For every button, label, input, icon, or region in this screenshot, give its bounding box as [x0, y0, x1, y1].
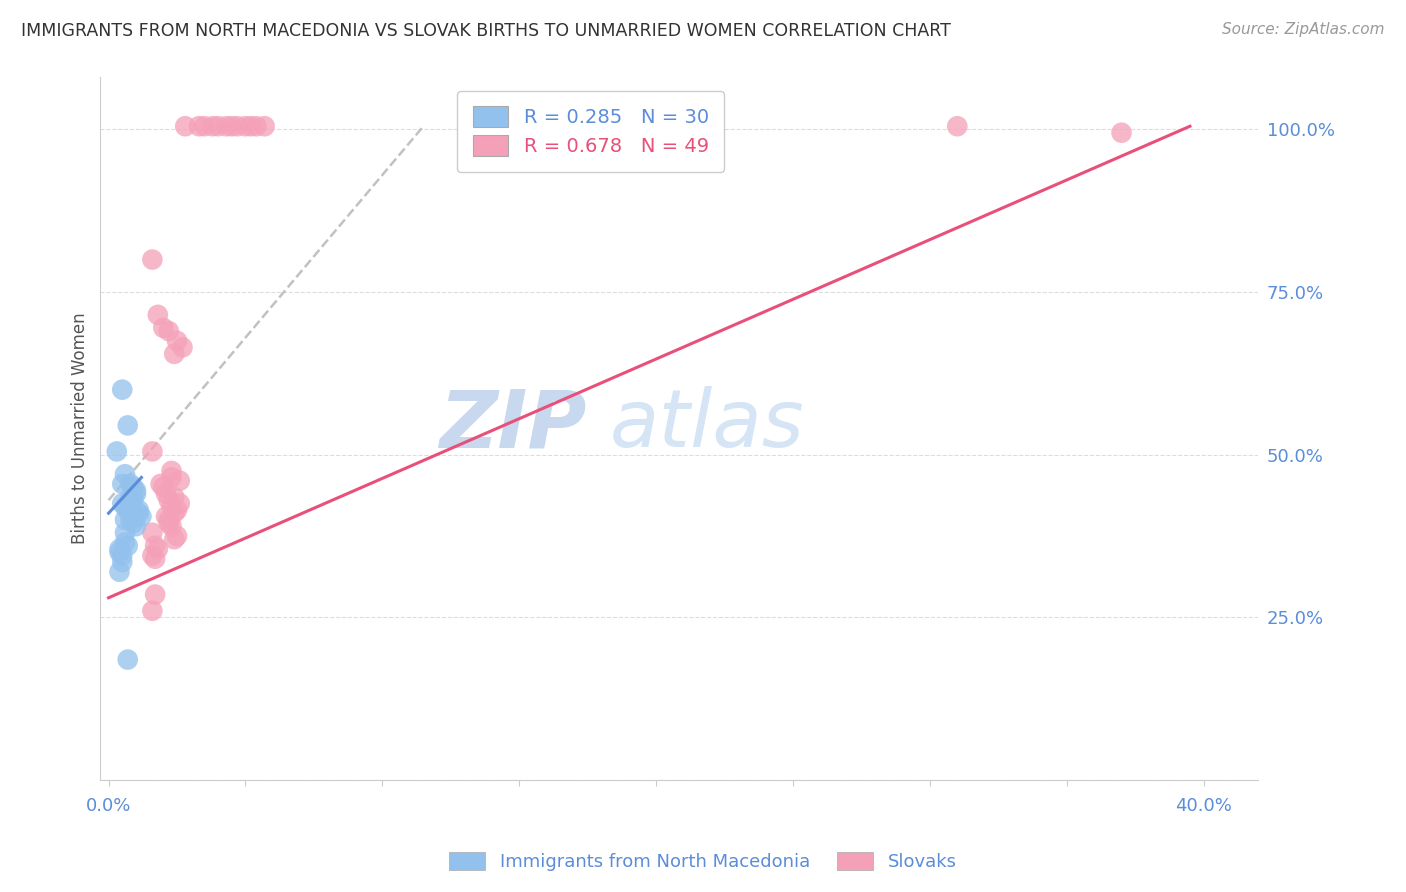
Point: [120, 513, 142, 527]
Point: [157, 516, 180, 530]
Point: [114, 525, 136, 540]
Point: [169, 496, 191, 510]
Point: [108, 565, 131, 579]
Point: [128, 506, 150, 520]
Point: [245, 120, 267, 134]
Point: [163, 347, 186, 361]
Text: IMMIGRANTS FROM NORTH MACEDONIA VS SLOVAK BIRTHS TO UNMARRIED WOMEN CORRELATION : IMMIGRANTS FROM NORTH MACEDONIA VS SLOVA…: [21, 22, 950, 40]
Point: [125, 483, 148, 498]
Point: [105, 444, 128, 458]
Point: [108, 541, 131, 556]
Point: [143, 551, 166, 566]
Point: [163, 533, 186, 547]
Point: [120, 490, 142, 504]
Point: [146, 308, 169, 322]
Point: [122, 480, 145, 494]
Point: [157, 493, 180, 508]
Point: [114, 467, 136, 482]
Point: [166, 334, 188, 348]
Point: [157, 513, 180, 527]
Point: [146, 541, 169, 556]
Text: ZIP: ZIP: [439, 386, 586, 464]
Point: [141, 604, 163, 618]
Point: [141, 549, 163, 563]
Point: [111, 549, 134, 563]
Point: [108, 545, 131, 559]
Point: [117, 652, 139, 666]
Point: [160, 500, 183, 514]
Legend: R = 0.285   N = 30, R = 0.678   N = 49: R = 0.285 N = 30, R = 0.678 N = 49: [457, 91, 724, 172]
Point: [157, 324, 180, 338]
Y-axis label: Births to Unmarried Women: Births to Unmarried Women: [72, 313, 89, 544]
Point: [160, 519, 183, 533]
Point: [226, 120, 249, 134]
Point: [122, 516, 145, 530]
Point: [160, 464, 183, 478]
Point: [187, 120, 209, 134]
Text: atlas: atlas: [610, 386, 804, 464]
Point: [111, 555, 134, 569]
Point: [111, 496, 134, 510]
Point: [160, 470, 183, 484]
Point: [120, 477, 142, 491]
Point: [117, 418, 139, 433]
Text: Source: ZipAtlas.com: Source: ZipAtlas.com: [1222, 22, 1385, 37]
Point: [143, 588, 166, 602]
Point: [221, 120, 243, 134]
Point: [131, 509, 153, 524]
Point: [172, 340, 194, 354]
Point: [114, 513, 136, 527]
Point: [152, 480, 174, 494]
Point: [114, 500, 136, 514]
Point: [128, 503, 150, 517]
Point: [117, 503, 139, 517]
Point: [111, 383, 134, 397]
Point: [143, 539, 166, 553]
Point: [155, 486, 177, 500]
Point: [215, 120, 238, 134]
Point: [122, 493, 145, 508]
Point: [141, 444, 163, 458]
Point: [207, 120, 229, 134]
Point: [166, 503, 188, 517]
Point: [149, 477, 172, 491]
Point: [155, 509, 177, 524]
Point: [114, 535, 136, 549]
Point: [174, 120, 197, 134]
Point: [253, 120, 276, 134]
Point: [111, 477, 134, 491]
Point: [239, 120, 262, 134]
Point: [141, 252, 163, 267]
Point: [235, 120, 257, 134]
Point: [152, 321, 174, 335]
Point: [141, 525, 163, 540]
Point: [166, 529, 188, 543]
Point: [163, 490, 186, 504]
Point: [946, 120, 969, 134]
Point: [193, 120, 215, 134]
Point: [125, 519, 148, 533]
Legend: Immigrants from North Macedonia, Slovaks: Immigrants from North Macedonia, Slovaks: [441, 846, 965, 879]
Point: [117, 539, 139, 553]
Point: [1111, 126, 1133, 140]
Point: [163, 506, 186, 520]
Point: [201, 120, 224, 134]
Point: [169, 474, 191, 488]
Point: [125, 486, 148, 500]
